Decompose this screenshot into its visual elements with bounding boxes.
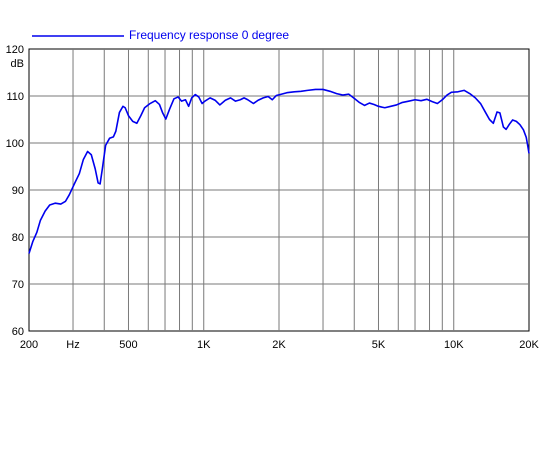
y-tick-label: 100 bbox=[6, 138, 24, 150]
y-tick-label: 110 bbox=[6, 91, 24, 103]
x-tick-label: 500 bbox=[119, 339, 137, 351]
series-line-frequency-response bbox=[28, 88, 530, 254]
x-tick-label: 10K bbox=[444, 339, 464, 351]
axis-labels: 60 70 80 90 100 110 120 dB 200 Hz 500 1K 2K 5K 10K 20K bbox=[6, 44, 540, 351]
x-tick-label: 5K bbox=[372, 339, 386, 351]
data-series bbox=[28, 88, 530, 254]
grid-lines bbox=[29, 49, 529, 331]
y-unit-label: dB bbox=[11, 58, 24, 70]
y-tick-label: 120 bbox=[6, 44, 24, 56]
y-tick-label: 90 bbox=[12, 185, 24, 197]
x-tick-label: 1K bbox=[197, 339, 211, 351]
legend: Frequency response 0 degree bbox=[32, 28, 289, 42]
x-tick-label: 200 bbox=[20, 339, 38, 351]
x-tick-label: 20K bbox=[519, 339, 539, 351]
x-tick-label: 2K bbox=[272, 339, 286, 351]
x-tick-label: Hz bbox=[66, 339, 79, 351]
y-tick-label: 60 bbox=[12, 326, 24, 338]
legend-label: Frequency response 0 degree bbox=[129, 28, 289, 42]
y-tick-label: 70 bbox=[12, 279, 24, 291]
y-tick-label: 80 bbox=[12, 232, 24, 244]
